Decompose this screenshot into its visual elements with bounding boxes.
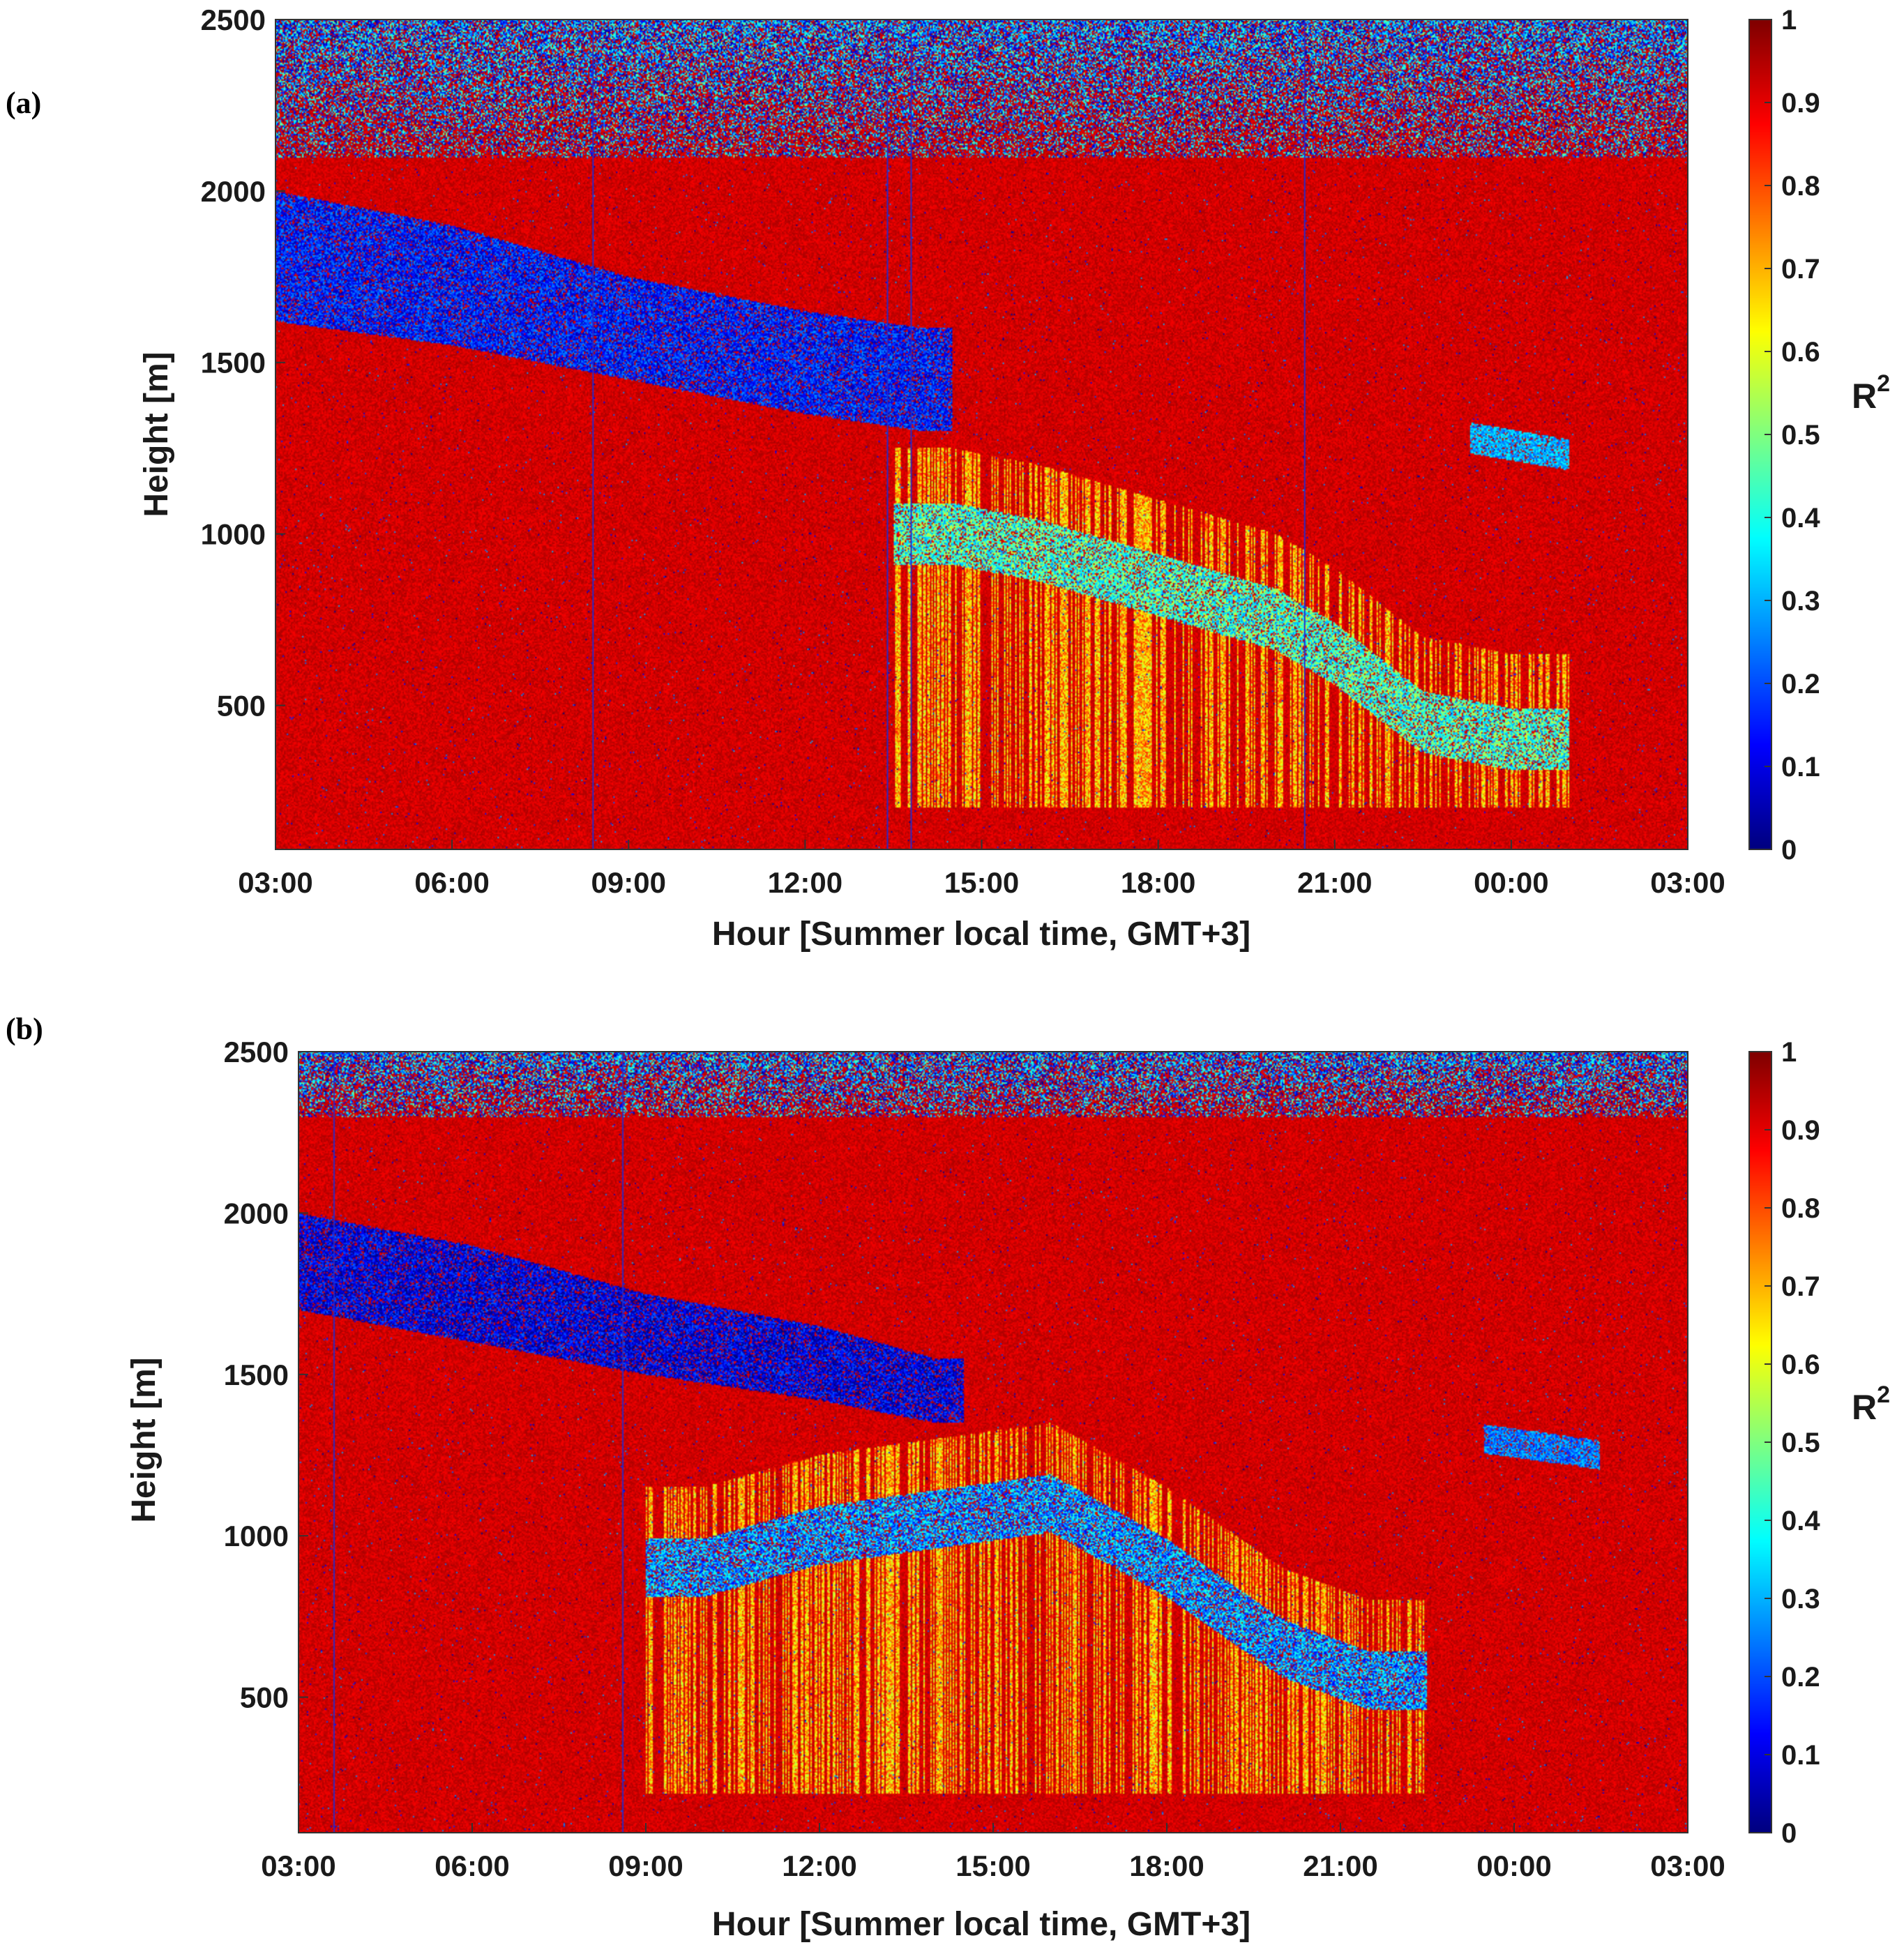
panel-a-plot-area (275, 20, 1688, 849)
cb-tick-label-8: 0.8 (1781, 171, 1820, 202)
cb-tick-label-4: 0.4 (1781, 503, 1820, 533)
cb-tick-label-6: 0.6 (1781, 337, 1820, 368)
cb-tick-label-9: 0.9 (1781, 1115, 1820, 1146)
y-tick-label-1500: 1500 (224, 1359, 289, 1391)
panel-a-colorbar: 0 0.1 0.2 0.3 0.4 0.5 0.6 0.7 0.8 0.9 1 R2 (1748, 5, 1890, 865)
y-tick-label-500: 500 (217, 689, 266, 722)
panel-b-x-ticks: 03:00 06:00 09:00 12:00 15:00 18:00 21:00 00:00… (261, 1823, 1725, 1882)
panel-a-xlabel: Hour [Summer local time, GMT+3] (712, 916, 1251, 953)
x-tick-label-5: 18:00 (1121, 866, 1195, 899)
cb-tick-label-7: 0.7 (1781, 1271, 1820, 1302)
y-tick-label-2000: 2000 (201, 175, 266, 208)
x-tick-label-7: 00:00 (1474, 866, 1548, 899)
panel-b-ylabel: Height [m] (126, 1357, 163, 1522)
panel-a-x-ticks: 03:00 06:00 09:00 12:00 15:00 18:00 21:00 00:00… (238, 840, 1725, 899)
x-tick-label-8: 03:00 (1650, 866, 1725, 899)
cb-tick-label-3: 0.3 (1781, 1584, 1820, 1614)
cb-tick-label-0: 0 (1781, 1818, 1797, 1849)
cb-tick-label-10: 1 (1781, 5, 1797, 36)
panel-a-colorbar-title: R2 (1852, 370, 1890, 416)
panel-b-label: (b) (6, 1012, 43, 1046)
x-tick-label-4: 15:00 (944, 866, 1019, 899)
y-tick-label-500: 500 (240, 1681, 289, 1714)
x-tick-label-2: 09:00 (591, 866, 666, 899)
panel-b-colorbar-ticks: 0 0.1 0.2 0.3 0.4 0.5 0.6 0.7 0.8 0.9 1 (1765, 1037, 1820, 1849)
x-tick-label-2: 09:00 (608, 1849, 683, 1882)
x-tick-label-3: 12:00 (768, 866, 843, 899)
y-tick-label-1000: 1000 (201, 518, 266, 551)
panel-b-y-ticks: 500 1000 1500 2000 2500 (224, 1036, 308, 1714)
panel-b-plot-area (299, 1052, 1688, 1833)
cb-tick-label-8: 0.8 (1781, 1193, 1820, 1224)
cb-tick-label-4: 0.4 (1781, 1506, 1820, 1536)
cb-tick-label-3: 0.3 (1781, 586, 1820, 616)
x-tick-label-5: 18:00 (1129, 1849, 1204, 1882)
panel-a: (a) 500 1000 1500 2000 2500 03:00 06:00 09:00 1… (6, 3, 1890, 953)
x-tick-label-4: 15:00 (955, 1849, 1030, 1882)
cb-tick-label-7: 0.7 (1781, 254, 1820, 285)
cb-tick-label-1: 0.1 (1781, 1740, 1820, 1771)
panel-a-y-ticks: 500 1000 1500 2000 2500 (201, 3, 285, 722)
panel-b: (b) 500 1000 1500 2000 2500 03:00 06:00 09:00 1… (6, 1012, 1890, 1943)
x-tick-label-7: 00:00 (1476, 1849, 1551, 1882)
y-tick-label-2500: 2500 (224, 1036, 289, 1068)
panel-a-colorbar-label: R (1852, 377, 1877, 416)
panel-b-xlabel: Hour [Summer local time, GMT+3] (712, 1906, 1251, 1943)
panel-b-colorbar-label: R (1852, 1388, 1877, 1427)
cb-tick-label-0: 0 (1781, 835, 1797, 865)
panel-a-colorbar-ticks: 0 0.1 0.2 0.3 0.4 0.5 0.6 0.7 0.8 0.9 1 (1765, 5, 1820, 865)
cb-tick-label-5: 0.5 (1781, 1428, 1820, 1458)
cb-tick-label-5: 0.5 (1781, 420, 1820, 451)
cb-tick-label-2: 0.2 (1781, 669, 1820, 699)
x-tick-label-3: 12:00 (782, 1849, 856, 1882)
x-tick-label-6: 21:00 (1297, 866, 1372, 899)
panel-a-ylabel: Height [m] (138, 351, 175, 517)
x-tick-label-1: 06:00 (435, 1849, 509, 1882)
panel-a-label: (a) (6, 86, 41, 120)
y-tick-label-2000: 2000 (224, 1197, 289, 1229)
cb-tick-label-10: 1 (1781, 1037, 1797, 1068)
panel-b-colorbar: 0 0.1 0.2 0.3 0.4 0.5 0.6 0.7 0.8 0.9 1 R2 (1748, 1037, 1890, 1849)
panel-b-colorbar-superscript: 2 (1877, 1382, 1890, 1408)
y-tick-label-1500: 1500 (201, 347, 266, 379)
cb-tick-label-1: 0.1 (1781, 752, 1820, 782)
cb-tick-label-2: 0.2 (1781, 1662, 1820, 1693)
cb-tick-label-6: 0.6 (1781, 1349, 1820, 1380)
x-tick-label-1: 06:00 (414, 866, 489, 899)
x-tick-label-6: 21:00 (1303, 1849, 1377, 1882)
cb-tick-label-9: 0.9 (1781, 88, 1820, 119)
x-tick-label-0: 03:00 (261, 1849, 335, 1882)
y-tick-label-1000: 1000 (224, 1520, 289, 1552)
y-tick-label-2500: 2500 (201, 3, 266, 36)
x-tick-label-0: 03:00 (238, 866, 312, 899)
panel-b-colorbar-title: R2 (1852, 1382, 1890, 1427)
panel-a-colorbar-superscript: 2 (1877, 370, 1890, 397)
x-tick-label-8: 03:00 (1650, 1849, 1725, 1882)
